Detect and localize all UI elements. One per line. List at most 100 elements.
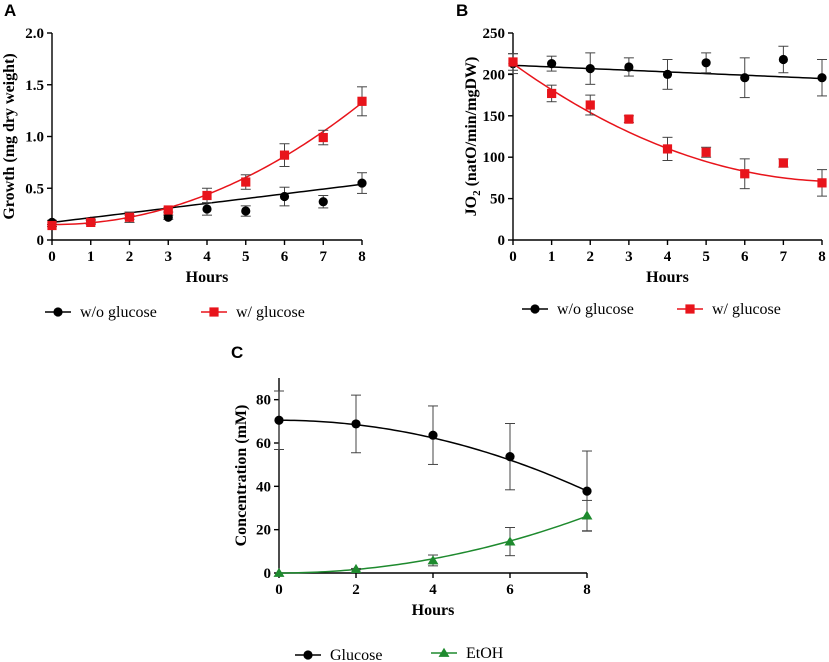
x-tick-label: 8 [818, 249, 826, 265]
series-w-o-glucose-point-circle-marker [624, 62, 634, 72]
series-glucose-point-circle-marker [505, 452, 515, 462]
series-w-glucose-point-square-marker [585, 100, 595, 110]
legend-label: w/ glucose [712, 301, 781, 318]
legend-circle-marker [53, 307, 63, 317]
legend-entry-series-etoh: EtOH [431, 645, 504, 662]
series-w-glucose-point-square-marker [241, 177, 251, 187]
x-tick-label: 8 [358, 249, 366, 265]
x-tick-label: 0 [275, 582, 283, 598]
x-tick-label: 1 [87, 249, 95, 265]
x-tick-label: 8 [583, 582, 591, 598]
series-w-o-glucose-point-circle-marker [202, 204, 212, 214]
y-axis-title: Concentration (mM) [233, 405, 250, 547]
x-tick-label: 2 [126, 249, 134, 265]
series-w-o-glucose-point-circle-marker [279, 191, 290, 202]
panel-letter-c: C [231, 343, 243, 362]
y-tick-label: 40 [256, 479, 271, 495]
y-tick-label: 60 [256, 436, 271, 452]
series-etoh-group [273, 499, 593, 577]
x-tick-label: 6 [506, 582, 514, 598]
legend-label: w/ glucose [236, 304, 305, 321]
x-tick-label: 2 [352, 582, 360, 598]
series-glucose-point-circle-marker [582, 486, 592, 496]
series-w-glucose-group [508, 53, 827, 197]
y-axis-title-main: JO [463, 196, 480, 216]
y-tick-label: 0 [264, 566, 272, 582]
series-w-o-glucose-point-circle-marker [241, 206, 251, 216]
x-tick-label: 3 [625, 249, 633, 265]
series-w-glucose-point-square-marker [662, 144, 673, 154]
legend-square-marker [209, 307, 219, 317]
series-w-glucose-point-square-marker [318, 132, 328, 143]
series-glucose-point-circle-marker [351, 419, 361, 429]
series-w-glucose-group [47, 86, 367, 231]
legend-label: w/o glucose [557, 301, 634, 318]
x-tick-label: 0 [48, 249, 56, 265]
series-w-o-glucose-point-circle-marker [318, 197, 328, 207]
y-axis-title-rest: (natO/min/mgDW) [463, 57, 480, 191]
panel-c: C 0 20 40 60 80 0 2 4 6 8 Hours Concentration (mM) Gl… [231, 343, 593, 662]
series-w-glucose-point-square-marker [357, 96, 367, 106]
series-glucose-group [274, 390, 592, 532]
series-etoh-point-triangle-marker [350, 563, 362, 573]
series-w-o-glucose-point-circle-marker [817, 73, 827, 83]
series-w-o-glucose-point-circle-marker [547, 59, 557, 69]
series-w-o-glucose-point-circle-marker [163, 212, 173, 222]
y-axis-title: Growth (mg dry weight) [1, 53, 18, 219]
series-glucose-point-circle-marker [274, 415, 284, 425]
x-axis-title: Hours [412, 602, 455, 619]
series-w-glucose-point-square-marker [279, 150, 290, 160]
series-w-glucose-point-square-marker [778, 158, 788, 168]
series-w-glucose-point-square-marker [624, 114, 634, 124]
series-w-o-glucose-point-circle-marker [778, 54, 788, 65]
x-tick-label: 2 [587, 249, 595, 265]
y-tick-label: 2.0 [25, 26, 44, 42]
legend-entry-series-glucose: Glucose [295, 647, 382, 662]
y-tick-label: 80 [256, 393, 271, 409]
panel-a: A 0 0.5 1.0 1.5 2.0 0 1 2 3 4 5 6 7 8 Hours Growth (mg d… [1, 1, 367, 321]
series-w-glucose-point-square-marker [163, 205, 173, 215]
series-etoh-point-triangle-marker [581, 510, 593, 520]
x-tick-label: 7 [780, 249, 788, 265]
x-tick-label: 0 [509, 249, 517, 265]
x-tick-label: 7 [320, 249, 328, 265]
y-tick-label: 1.0 [25, 130, 44, 146]
series-w-o-glucose-point-circle-marker [662, 69, 673, 79]
series-w-o-glucose-point-circle-marker [701, 58, 711, 68]
series-w-glucose-point-square-marker [124, 212, 135, 222]
x-tick-label: 4 [429, 582, 437, 598]
y-axis-title-subscript: 2 [471, 190, 483, 196]
legend-label: Glucose [330, 647, 382, 662]
legend-entry-series-w-glucose: w/ glucose [201, 304, 305, 321]
x-tick-label: 3 [165, 249, 173, 265]
x-tick-label: 6 [281, 249, 289, 265]
y-tick-label: 0 [498, 233, 506, 249]
x-tick-label: 4 [664, 249, 672, 265]
legend-entry-series-w-o-glucose: w/o glucose [45, 304, 157, 321]
y-tick-label: 250 [483, 26, 506, 42]
series-w-o-glucose-point-circle-marker [585, 64, 595, 74]
y-tick-label: 0.5 [25, 181, 44, 197]
y-tick-label: 50 [490, 192, 505, 208]
series-w-glucose-point-square-marker [202, 190, 212, 201]
series-etoh-point-triangle-marker [427, 555, 439, 565]
legend-entry-series-w-glucose: w/ glucose [677, 301, 781, 318]
y-tick-label: 20 [256, 523, 271, 539]
panel-letter-a: A [4, 1, 16, 20]
y-axis-title: JO2 (natO/min/mgDW) [463, 57, 483, 217]
x-tick-label: 1 [548, 249, 556, 265]
panel-letter-b: B [456, 1, 468, 20]
x-tick-label: 4 [203, 249, 211, 265]
series-w-o-glucose-point-circle-marker [740, 73, 750, 83]
x-tick-label: 5 [242, 249, 250, 265]
legend-triangle-marker [438, 647, 450, 657]
y-tick-label: 0 [37, 233, 45, 249]
series-etoh-point-triangle-marker [273, 567, 285, 577]
series-w-glucose-point-square-marker [47, 220, 57, 231]
x-tick-label: 5 [702, 249, 710, 265]
series-etoh-point-triangle-marker [504, 536, 516, 546]
x-axis-title: Hours [186, 269, 229, 286]
x-tick-label: 6 [741, 249, 749, 265]
